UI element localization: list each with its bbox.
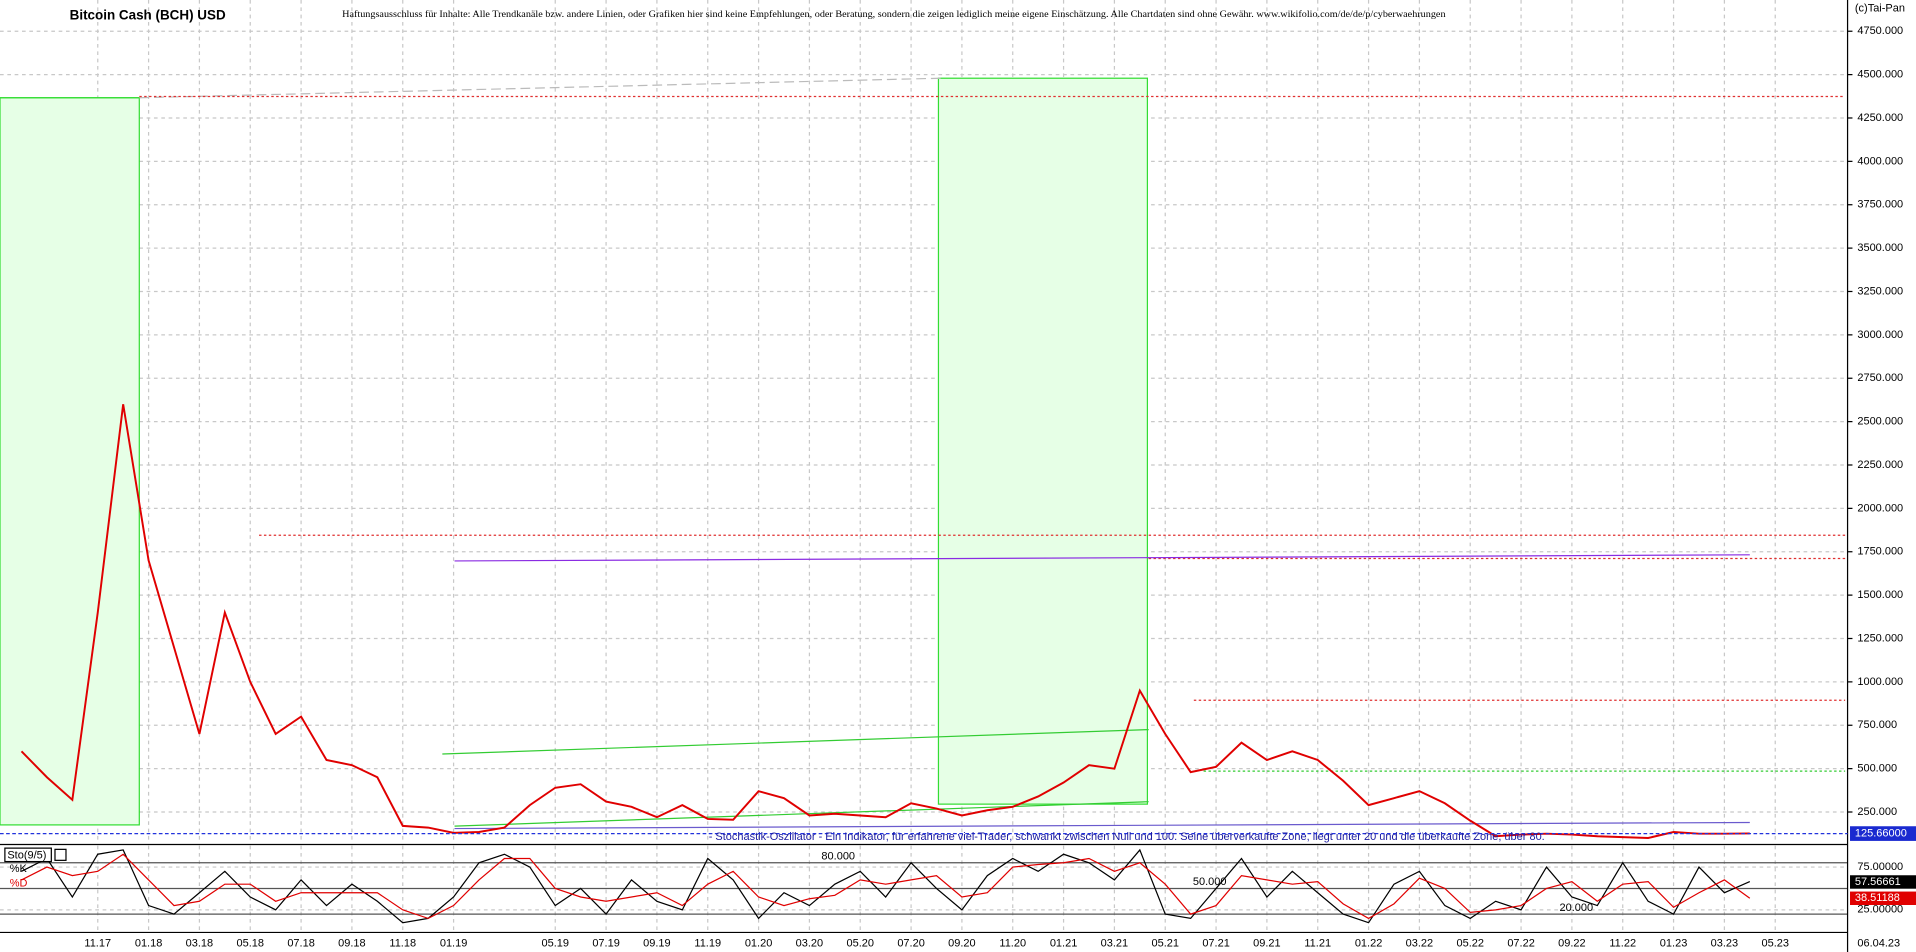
x-tick-label: 01.22 [1355,937,1382,949]
highlight-box [0,97,140,826]
x-tick-label: 09.21 [1253,937,1280,949]
plot: 11.17 01.18 03.18 05.18 07.18 09.18 11.18 01.19… [0,25,1916,949]
x-tick-label: 07.19 [592,937,619,949]
series-line [21,853,1751,920]
x-tick-label: 07.18 [287,937,314,949]
trend-line [139,77,941,99]
x-tick-label: 09.20 [948,937,975,949]
current-value-box [1850,875,1916,889]
y-tick-label: 1750.000 [1857,546,1903,558]
series-line [20,404,1750,839]
x-tick-label: 03.23 [1711,937,1738,949]
level-label: 80.000 [821,851,855,863]
level-label: 20.000 [1559,902,1593,914]
source: (c)Tai-Pan [1855,2,1905,14]
y-tick-label: 1500.000 [1857,589,1903,601]
x-tick-label: 09.19 [643,937,670,949]
x-tick-label: 09.22 [1558,937,1585,949]
chart-title: Bitcoin Cash (BCH) USD [70,7,226,22]
x-tick-label: 01.18 [135,937,162,949]
x-tick-label: 03.22 [1406,937,1433,949]
last-value-label: 125.66000 [1855,827,1907,839]
series-line [21,848,1751,924]
x-tick-label: 05.19 [541,937,568,949]
y-tick-label: 3500.000 [1857,242,1903,254]
y-tick-label: 1250.000 [1857,632,1903,644]
y-tick-label: 750.000 [1857,719,1897,731]
x-tick-label: 01.21 [1050,937,1077,949]
x-tick-label: 11.18 [389,937,416,949]
x-tick-label: 11.22 [1609,937,1636,949]
expand-button[interactable] [54,848,67,861]
trend-line [454,801,1149,827]
x-tick-label: 03.20 [796,937,823,949]
x-tick-label: 05.20 [846,937,873,949]
y-tick-label: 2500.000 [1857,416,1903,428]
indicator-box [4,847,52,863]
x-tick-label: 11.17 [84,937,111,949]
current-value-label: 57.56661 [1855,876,1901,888]
x-tick-label: 05.23 [1761,937,1788,949]
x-tick-label: 07.21 [1202,937,1229,949]
y-tick-label: 250.000 [1857,806,1897,818]
y-tick-label: 3750.000 [1857,199,1903,211]
highlight-box [937,77,1149,805]
trend-line [442,728,1149,755]
trend-line [454,821,1750,830]
y-tick-label: 4750.000 [1857,25,1903,37]
x-tick-label: 05.18 [237,937,264,949]
x-tick-label: 01.19 [440,937,467,949]
current-value-box [1850,891,1916,906]
legend-label: %D [10,877,28,889]
y-tick-label: 1000.000 [1857,676,1903,688]
x-tick-label: 05.21 [1151,937,1178,949]
legend-label: %K [10,863,28,875]
x-tick-label: 01.23 [1660,937,1687,949]
y-tick-label: 3250.000 [1857,285,1903,297]
y-tick-label: 500.000 [1857,763,1897,775]
current-value-label: 38.51188 [1855,892,1900,904]
x-tick-label: 05.22 [1456,937,1483,949]
x-tick-label: 09.18 [338,937,365,949]
last-value-box [1850,826,1916,841]
y-tick-label: 75.00000 [1857,861,1903,873]
disclaimer: Haftungsausschluss für Inhalte: Alle Tre… [342,9,1446,20]
x-tick-label: 07.20 [897,937,924,949]
y-tick-label: 2000.000 [1857,502,1903,514]
y-tick-label: 2750.000 [1857,372,1903,384]
y-tick-label: 3000.000 [1857,329,1903,341]
indicator-title: Sto(9/5) [7,849,46,861]
last-date: 06.04.23 [1857,937,1900,949]
trend-line [454,554,1750,562]
y-tick-label: 4250.000 [1857,112,1903,124]
y-tick-label: 2250.000 [1857,459,1903,471]
x-tick-label: 11.21 [1304,937,1331,949]
x-tick-label: 03.18 [186,937,213,949]
x-tick-label: 11.19 [694,937,721,949]
x-tick-label: 11.20 [999,937,1026,949]
x-tick-label: 07.22 [1507,937,1534,949]
y-tick-label: 4000.000 [1857,155,1903,167]
indicator-description: - Stochastik-Oszillator - Ein Indikator,… [709,831,1545,843]
x-tick-label: 01.20 [745,937,772,949]
x-tick-label: 03.21 [1101,937,1128,949]
y-tick-label: 25.00000 [1857,904,1903,916]
y-tick-label: 4500.000 [1857,69,1903,81]
